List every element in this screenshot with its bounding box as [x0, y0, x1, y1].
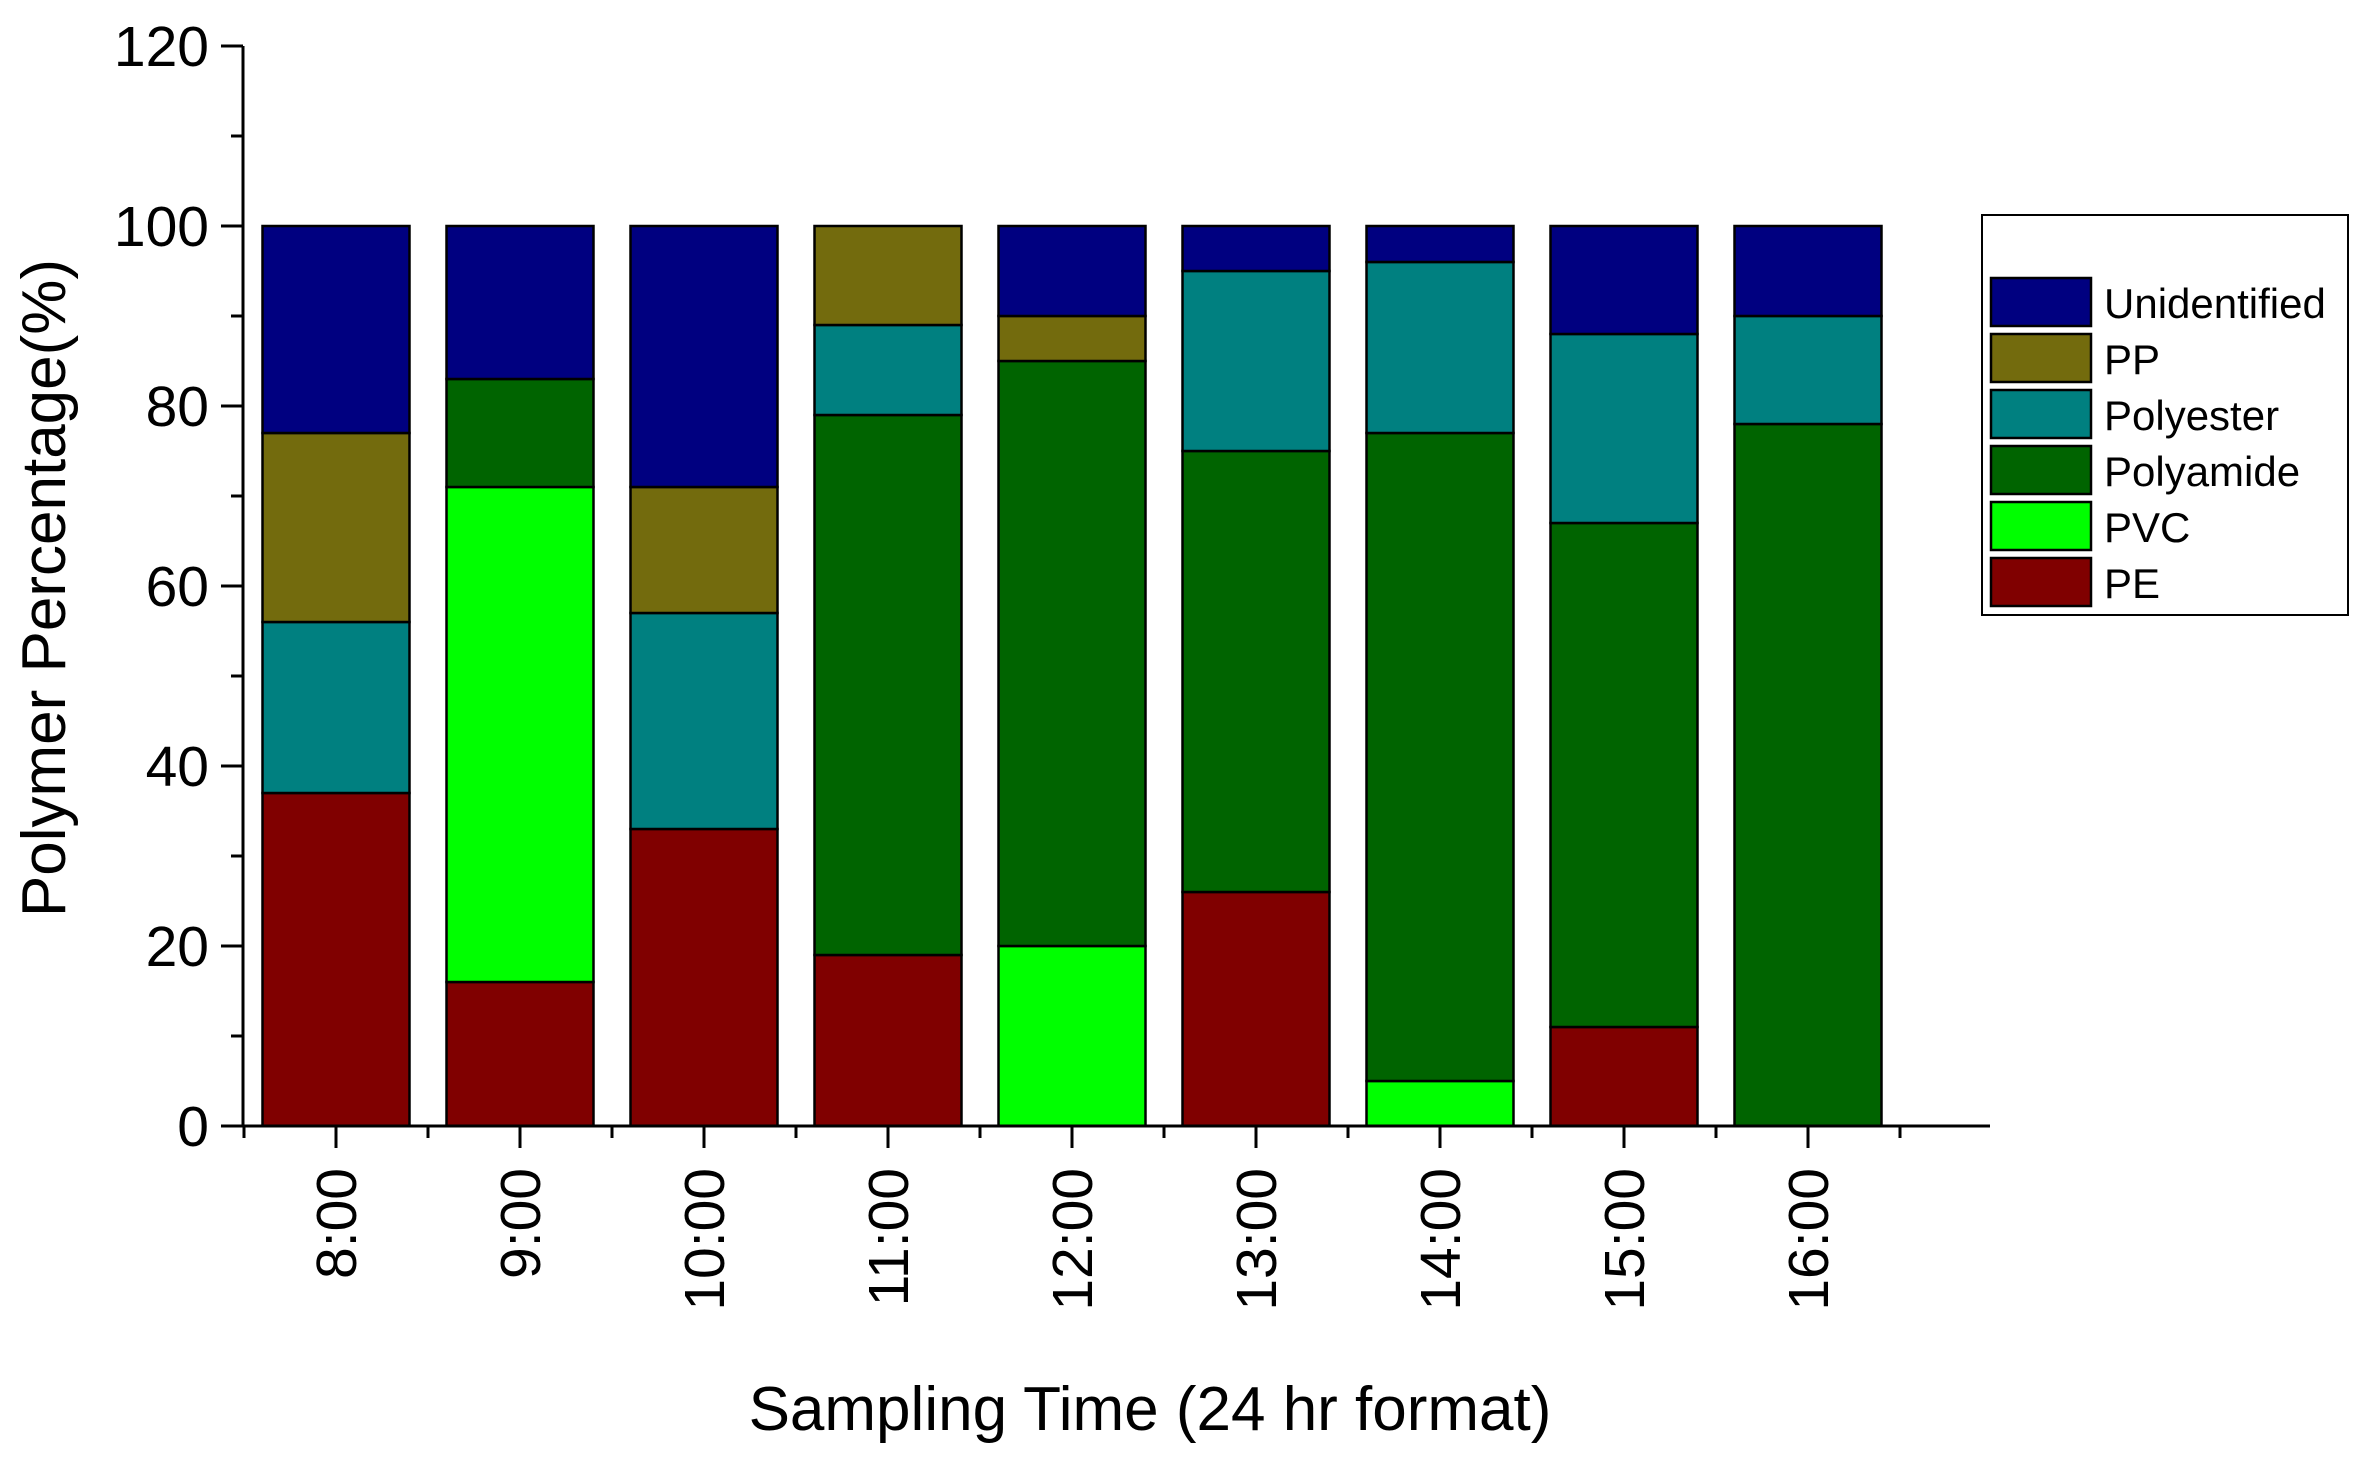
bar-segment-pp-800: [261, 431, 411, 624]
y-tick-label: 120: [114, 15, 209, 79]
legend-swatch-pe: [1989, 556, 2093, 608]
bar-segment-unidentified-1200: [997, 224, 1147, 318]
bar-segment-pe-1100: [813, 953, 963, 1128]
bar-segment-polyester-1300: [1181, 269, 1331, 453]
legend-swatch-polyamide: [1989, 444, 2093, 496]
bar-segment-unidentified-1500: [1549, 224, 1699, 336]
x-axis-title: Sampling Time (24 hr format): [749, 1375, 1552, 1444]
x-tick-label: 12:00: [1041, 1168, 1105, 1311]
bar-segment-unidentified-1300: [1181, 224, 1331, 273]
y-tick-label: 80: [146, 375, 209, 439]
y-tick-label: 0: [177, 1095, 209, 1159]
bar-segment-pp-1000: [629, 485, 779, 615]
x-tick-label: 16:00: [1777, 1168, 1841, 1311]
bar-segment-polyamide-1200: [997, 359, 1147, 948]
bar-segment-unidentified-1600: [1733, 224, 1883, 318]
legend-swatch-pp: [1989, 332, 2093, 384]
bar-segment-polyester-1400: [1365, 260, 1515, 435]
bar-segment-pp-1100: [813, 224, 963, 327]
legend-label-pp: PP: [2104, 336, 2160, 383]
y-tick-label: 100: [114, 195, 209, 259]
bar-segment-pe-900: [445, 980, 595, 1128]
y-tick-label: 40: [146, 735, 209, 799]
x-tick-label: 14:00: [1409, 1168, 1473, 1311]
legend-swatch-polyester: [1989, 388, 2093, 440]
bar-segment-polyamide-1600: [1733, 422, 1883, 1128]
bar-segment-unidentified-1400: [1365, 224, 1515, 264]
legend-label-pe: PE: [2104, 560, 2160, 607]
bar-segment-pvc-1200: [997, 944, 1147, 1128]
bar-segment-polyamide-1100: [813, 413, 963, 957]
legend-label-polyester: Polyester: [2104, 392, 2279, 439]
bar-segment-polyester-1600: [1733, 314, 1883, 426]
legend: Unidentified PP Polyester Polyamide PVC PE: [1981, 214, 2349, 616]
bar-segment-unidentified-900: [445, 224, 595, 381]
y-axis-title: Polymer Percentage(%): [10, 259, 79, 917]
bar-segment-polyester-1500: [1549, 332, 1699, 525]
bar-segment-polyamide-1400: [1365, 431, 1515, 1083]
legend-label-polyamide: Polyamide: [2104, 448, 2300, 495]
x-tick-label: 9:00: [489, 1168, 553, 1279]
bar-segment-polyamide-900: [445, 377, 595, 489]
x-tick-label: 13:00: [1225, 1168, 1289, 1311]
x-tick-label: 10:00: [673, 1168, 737, 1311]
bar-segment-polyester-1000: [629, 611, 779, 831]
bar-segment-pe-1000: [629, 827, 779, 1128]
bar-segment-unidentified-800: [261, 224, 411, 435]
bar-segment-pvc-900: [445, 485, 595, 984]
y-tick-label: 60: [146, 555, 209, 619]
bar-segment-polyester-800: [261, 620, 411, 795]
legend-swatch-pvc: [1989, 500, 2093, 552]
y-tick-label: 20: [146, 915, 209, 979]
bars-layer: [261, 224, 1883, 1128]
bar-segment-polyester-1100: [813, 323, 963, 417]
bar-segment-polyamide-1300: [1181, 449, 1331, 894]
x-tick-label: 8:00: [305, 1168, 369, 1279]
legend-swatch-unidentified: [1989, 276, 2093, 328]
y-ticks-layer: 0 20 40 60 80 100 120: [114, 15, 243, 1159]
bar-segment-unidentified-1000: [629, 224, 779, 489]
bar-segment-pvc-1400: [1365, 1079, 1515, 1128]
bar-segment-pe-1500: [1549, 1025, 1699, 1128]
bar-segment-pe-800: [261, 791, 411, 1128]
x-ticks-layer: 8:00 9:00 10:00 11:00 12:00 13:00 14:00 15:00 16…: [242, 1126, 1902, 1311]
legend-label-pvc: PVC: [2104, 504, 2190, 551]
x-tick-label: 15:00: [1593, 1168, 1657, 1311]
x-tick-label: 11:00: [857, 1168, 921, 1306]
bar-segment-pp-1200: [997, 314, 1147, 363]
legend-label-unidentified: Unidentified: [2104, 280, 2326, 327]
bar-segment-pe-1300: [1181, 890, 1331, 1128]
bar-segment-polyamide-1500: [1549, 521, 1699, 1029]
